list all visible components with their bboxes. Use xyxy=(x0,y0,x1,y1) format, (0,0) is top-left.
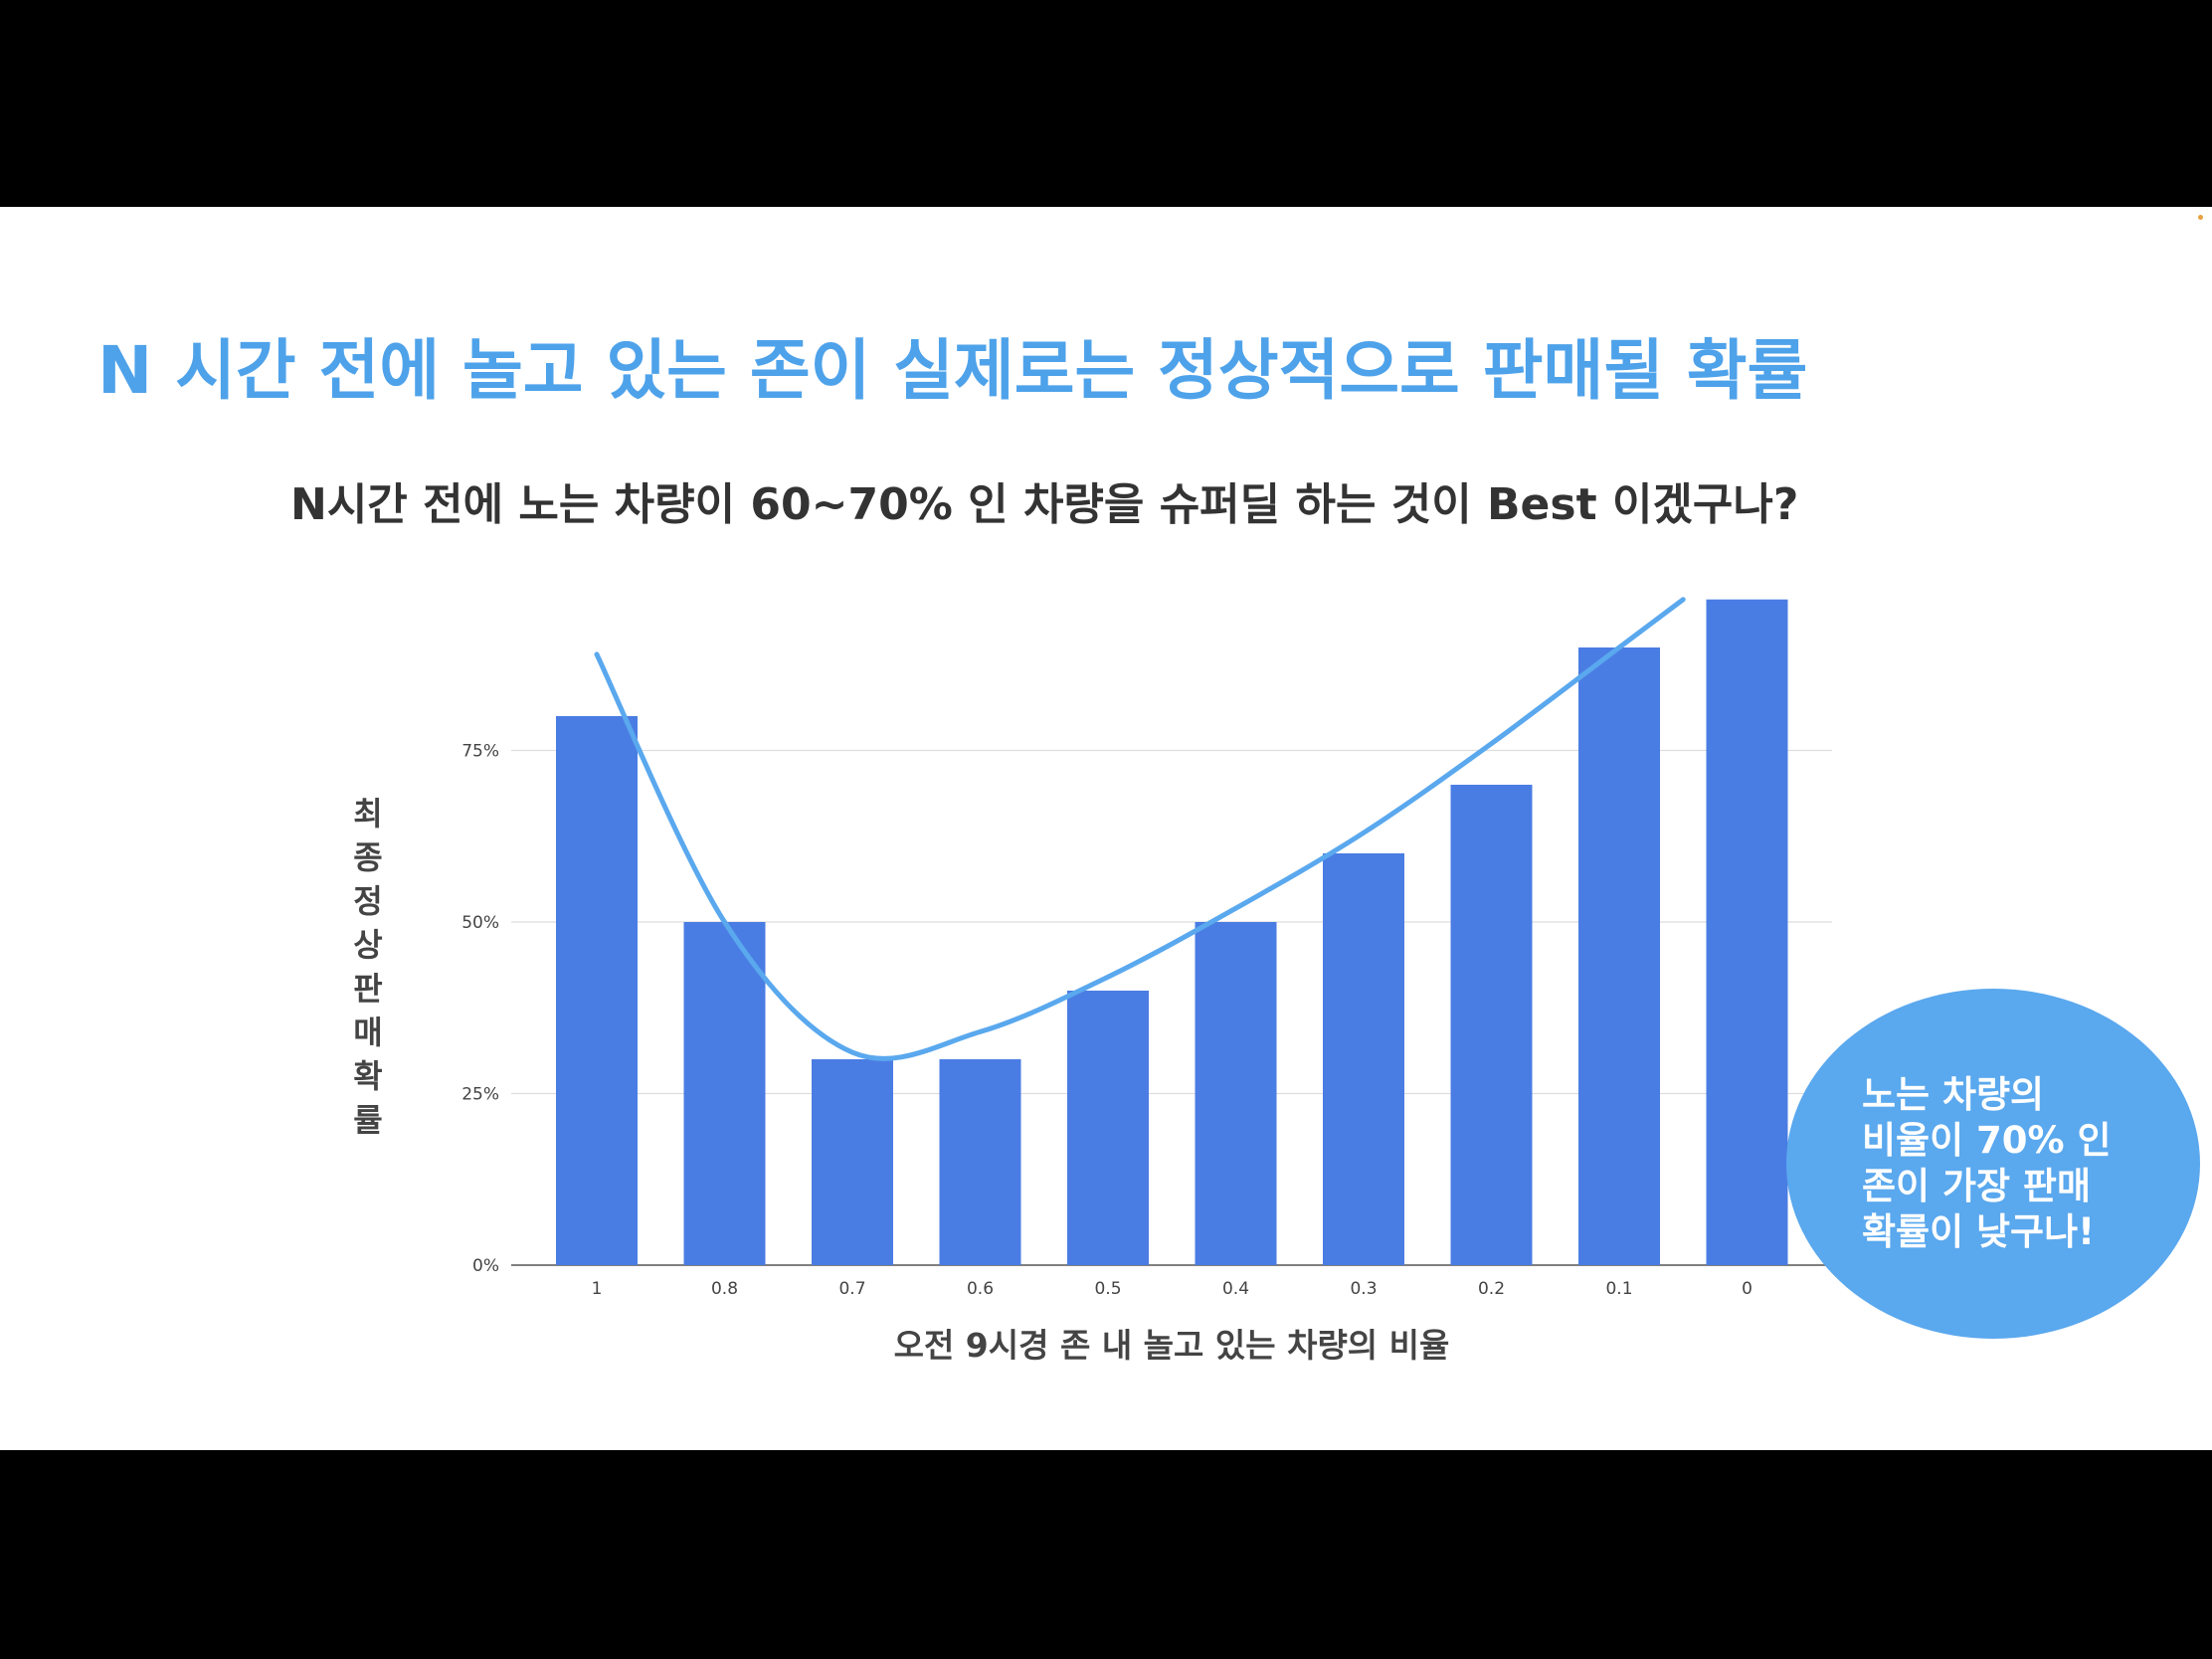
chart-x-tick-labels: 1 0.8 0.7 0.6 0.5 0.4 0.3 0.2 0.1 0 xyxy=(592,1279,1752,1299)
bar-0.2 xyxy=(1450,785,1533,1265)
x-axis-title: 오전 9시경 존 내 놀고 있는 차량의 비율 xyxy=(894,1326,1450,1365)
y-tick-label: 50% xyxy=(461,913,499,933)
slide-subtitle: N시간 전에 노는 차량이 60~70% 인 차량을 슈퍼딜 하는 것이 Bes… xyxy=(290,479,1799,530)
bar-chart: 0% 25% 50% 75% 1 0.8 0.7 0.6 0.5 0.4 0.3 0.2 0.1 0 오… xyxy=(461,597,1832,1365)
y-tick-label: 0% xyxy=(472,1256,499,1276)
slide: N 시간 전에 놀고 있는 존이 실제로는 정상적으로 판매될 확률 N시간 전… xyxy=(0,207,2212,1450)
x-tick-label: 0.1 xyxy=(1605,1279,1632,1299)
x-tick-label: 0.6 xyxy=(967,1279,994,1299)
x-tick-label: 0.4 xyxy=(1222,1279,1249,1299)
y-tick-label: 25% xyxy=(461,1085,499,1105)
slide-title: N 시간 전에 놀고 있는 존이 실제로는 정상적으로 판매될 확률 xyxy=(97,332,1808,409)
letterbox-bottom xyxy=(0,1450,2212,1659)
letterbox-top xyxy=(0,0,2212,207)
x-tick-label: 0.5 xyxy=(1094,1279,1121,1299)
y-axis-title: 최종정상판매확률 xyxy=(353,795,383,1139)
chart-trend-line-group xyxy=(594,597,1686,1061)
bar-0.1 xyxy=(1578,647,1660,1265)
bar-0.4 xyxy=(1195,922,1277,1265)
x-tick-label: 0.7 xyxy=(838,1279,865,1299)
bar-0.3 xyxy=(1323,853,1404,1265)
bar-0 xyxy=(1706,599,1788,1265)
bar-0.8 xyxy=(683,922,766,1265)
slide-marker-dot xyxy=(2198,215,2203,220)
bar-0.6 xyxy=(939,1059,1021,1265)
x-tick-label: 0.8 xyxy=(711,1279,738,1299)
callout-bubble xyxy=(1786,989,2200,1339)
x-tick-label: 1 xyxy=(592,1279,603,1299)
chart-bars xyxy=(556,599,1788,1265)
callout-text: 노는 차량의 비율이 70% 인 존이 가장 판매 확률이 낮구나! xyxy=(1862,1073,2112,1253)
x-tick-label: 0 xyxy=(1742,1279,1752,1299)
x-tick-label: 0.2 xyxy=(1478,1279,1505,1299)
bar-0.5 xyxy=(1067,991,1149,1265)
x-tick-label: 0.3 xyxy=(1350,1279,1377,1299)
bar-0.7 xyxy=(812,1059,893,1265)
y-tick-label: 75% xyxy=(461,742,499,762)
trend-line xyxy=(594,597,1686,1061)
bar-1 xyxy=(556,716,638,1265)
